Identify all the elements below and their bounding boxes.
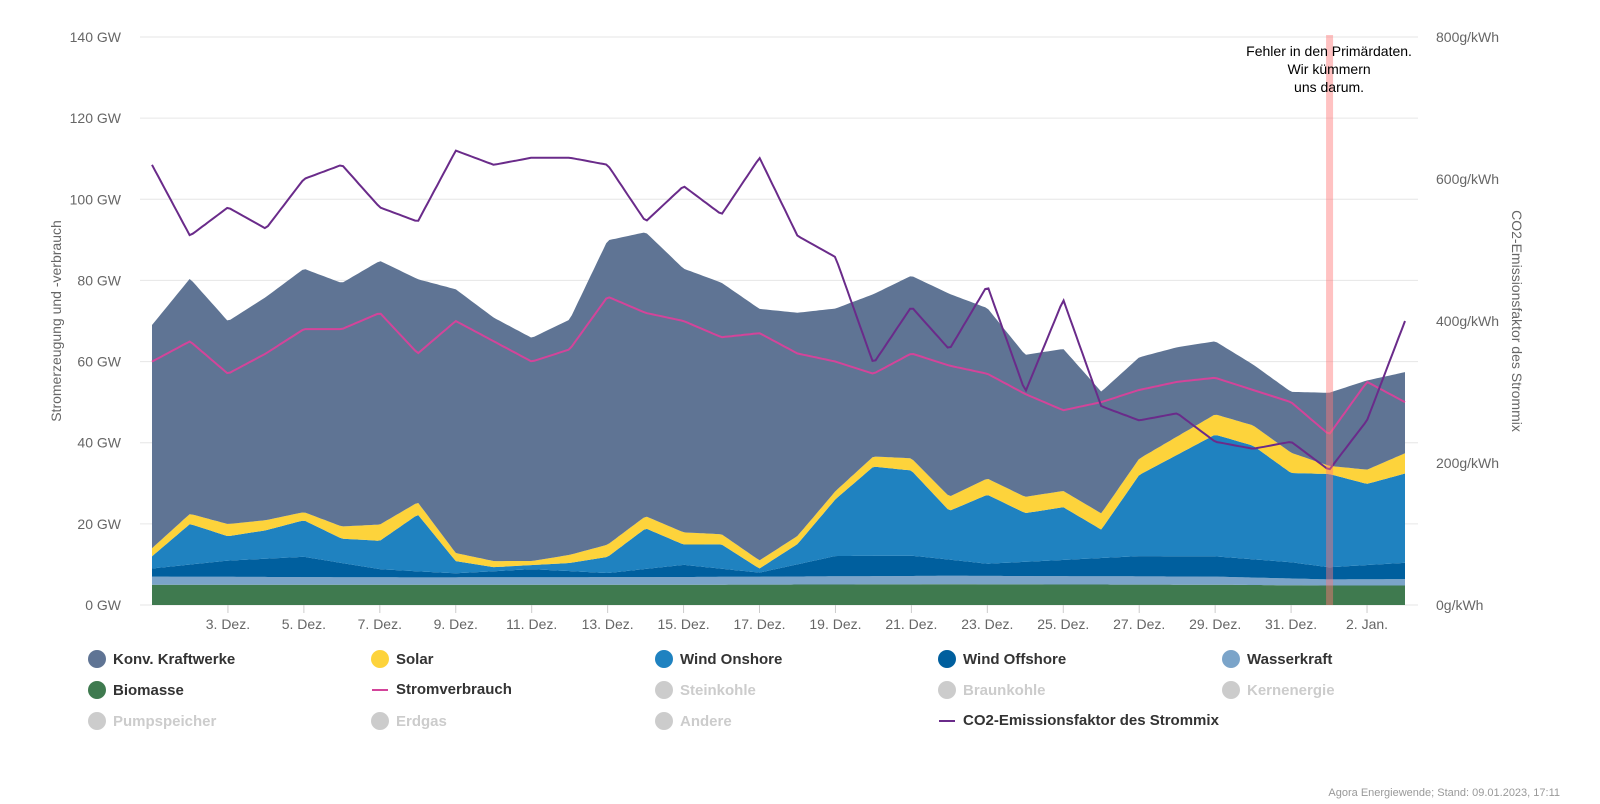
x-tick-label: 2. Jan. [1346, 616, 1388, 632]
x-tick-label: 25. Dez. [1037, 616, 1089, 632]
legend-label: Konv. Kraftwerke [113, 650, 236, 668]
area-biomasse [152, 584, 1405, 605]
annotation-line: Fehler in den Primärdaten. [1246, 43, 1412, 59]
legend-label: Wind Onshore [680, 650, 783, 668]
data-error-marker: Fehler in den Primärdaten. Wir kümmern uns… [1246, 35, 1412, 605]
legend-item-kernenergie[interactable]: Kernenergie [1222, 681, 1335, 699]
legend-item-braunkohle[interactable]: Braunkohle [938, 681, 1046, 699]
legend-symbol [938, 650, 956, 668]
x-tick-label: 21. Dez. [885, 616, 937, 632]
y-left-tick-label: 140 GW [70, 29, 122, 45]
legend-label: Kernenergie [1247, 681, 1335, 699]
x-tick-label: 11. Dez. [506, 616, 557, 632]
y-left-tick-label: 20 GW [77, 516, 121, 532]
legend-item-solar[interactable]: Solar [371, 650, 434, 668]
annotation-line: Wir kümmern [1287, 61, 1370, 77]
y-right-axis-title: CO2-Emissionsfaktor des Strommix [1509, 210, 1525, 432]
axes: 0 GW 20 GW 40 GW 60 GW 80 GW 100 GW 120 GW 140 … [48, 29, 1525, 632]
y-left-tick-label: 0 GW [85, 597, 122, 613]
legend-item-wind-offshore[interactable]: Wind Offshore [938, 650, 1066, 668]
y-right-tick-label: 400g/kWh [1436, 313, 1499, 329]
legend-item-biomasse[interactable]: Biomasse [88, 681, 184, 699]
legend-label: Braunkohle [963, 681, 1046, 699]
legend-symbol [371, 650, 389, 668]
legend-symbol [655, 650, 673, 668]
x-tick-label: 23. Dez. [961, 616, 1013, 632]
legend-label: Solar [396, 650, 434, 668]
y-left-tick-label: 80 GW [77, 272, 121, 288]
x-tick-label: 31. Dez. [1265, 616, 1317, 632]
x-tick-label: 29. Dez. [1189, 616, 1241, 632]
x-tick-label: 5. Dez. [282, 616, 326, 632]
legend-item-konv-kraftwerke[interactable]: Konv. Kraftwerke [88, 650, 235, 668]
y-right-tick-label: 200g/kWh [1436, 455, 1499, 471]
x-tick-label: 7. Dez. [358, 616, 402, 632]
legend-symbol [655, 681, 673, 699]
legend-symbol [1222, 681, 1240, 699]
legend-symbol [372, 688, 388, 691]
area-wind-offshore [152, 555, 1405, 580]
legend-item-pumpspeicher[interactable]: Pumpspeicher [88, 712, 216, 730]
legend-symbol [938, 681, 956, 699]
legend-symbol [88, 712, 106, 730]
line-co2-emissionsfaktor-des-strommix [151, 149, 1406, 471]
y-left-axis-title: Stromerzeugung und -verbrauch [48, 220, 64, 422]
legend-item-wind-onshore[interactable]: Wind Onshore [655, 650, 782, 668]
area-konv-kraftwerke [152, 232, 1405, 562]
x-tick-label: 19. Dez. [809, 616, 861, 632]
legend-symbol [1222, 650, 1240, 668]
line-stromverbrauch [151, 296, 1406, 435]
area-wind-onshore [152, 435, 1405, 574]
y-right-tick-label: 800g/kWh [1436, 29, 1499, 45]
error-band [1326, 35, 1334, 605]
x-tick-label: 13. Dez. [582, 616, 634, 632]
area-wasserkraft [152, 575, 1405, 586]
legend-symbol [939, 719, 955, 722]
legend-label: Steinkohle [680, 681, 756, 699]
line-series [151, 149, 1406, 471]
legend-item-co2-emissionsfaktor-des-strommix[interactable]: CO2-Emissionsfaktor des Strommix [938, 712, 1219, 729]
legend-item-steinkohle[interactable]: Steinkohle [655, 681, 756, 699]
legend-item-erdgas[interactable]: Erdgas [371, 712, 447, 730]
y-right-tick-label: 600g/kWh [1436, 171, 1499, 187]
annotation-line: uns darum. [1294, 79, 1364, 95]
credit-text: Agora Energiewende; Stand: 09.01.2023, 1… [1328, 787, 1560, 799]
legend-label: Stromverbrauch [396, 681, 512, 698]
x-tick-label: 9. Dez. [434, 616, 478, 632]
y-left-tick-label: 100 GW [70, 191, 122, 207]
y-left-tick-label: 120 GW [70, 110, 122, 126]
legend-label: CO2-Emissionsfaktor des Strommix [963, 712, 1219, 729]
legend-label: Andere [680, 712, 732, 730]
x-tick-label: 17. Dez. [733, 616, 785, 632]
legend-label: Biomasse [113, 681, 184, 699]
x-tick-label: 3. Dez. [206, 616, 250, 632]
legend-item-andere[interactable]: Andere [655, 712, 732, 730]
legend-symbol [371, 712, 389, 730]
energy-chart: Fehler in den Primärdaten. Wir kümmern uns… [48, 29, 1525, 632]
legend-item-wasserkraft[interactable]: Wasserkraft [1222, 650, 1332, 668]
legend-label: Wasserkraft [1247, 650, 1333, 668]
legend-label: Erdgas [396, 712, 447, 730]
legend-symbol [88, 650, 106, 668]
legend-label: Pumpspeicher [113, 712, 217, 730]
x-tick-label: 27. Dez. [1113, 616, 1165, 632]
legend-item-stromverbrauch[interactable]: Stromverbrauch [371, 681, 512, 698]
y-left-tick-label: 40 GW [77, 435, 121, 451]
x-tick-label: 15. Dez. [658, 616, 710, 632]
legend-symbol [88, 681, 106, 699]
stacked-areas [152, 232, 1405, 605]
y-right-tick-label: 0g/kWh [1436, 597, 1483, 613]
legend-label: Wind Offshore [963, 650, 1067, 668]
legend-symbol [655, 712, 673, 730]
y-left-tick-label: 60 GW [77, 354, 121, 370]
